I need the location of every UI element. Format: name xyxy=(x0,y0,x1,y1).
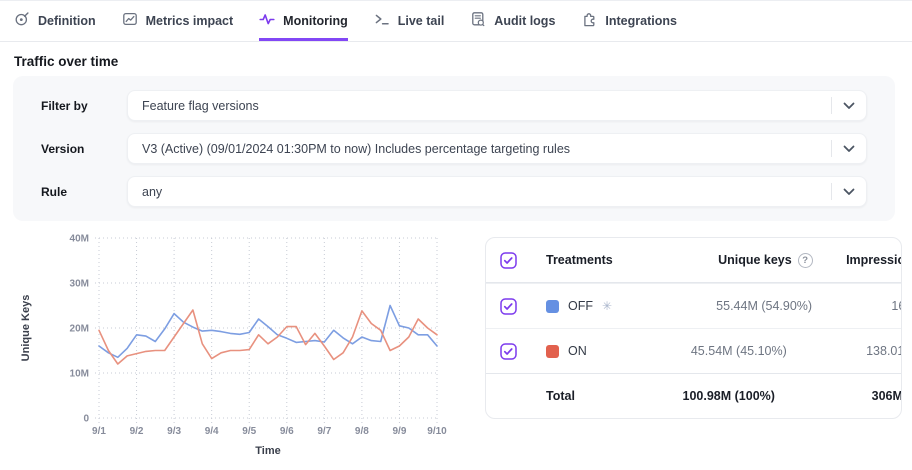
chart-box-icon xyxy=(122,11,138,32)
svg-text:Time: Time xyxy=(255,445,280,457)
svg-text:Unique Keys: Unique Keys xyxy=(20,295,32,362)
svg-text:9/2: 9/2 xyxy=(130,426,144,437)
tab-label: Definition xyxy=(38,14,96,28)
series-off-line xyxy=(98,304,438,359)
select-divider xyxy=(831,97,832,114)
page-title: Traffic over time xyxy=(14,54,119,69)
svg-text:0: 0 xyxy=(83,414,89,425)
select-divider xyxy=(831,183,832,200)
total-unique-keys: 100.98M (100%) xyxy=(682,389,775,403)
version-value: V3 (Active) (09/01/2024 01:30PM to now) … xyxy=(142,141,571,156)
filter-panel: Filter by Feature flag versions Version … xyxy=(13,76,895,221)
series-on-line xyxy=(98,309,438,365)
puzzle-icon xyxy=(581,11,597,32)
total-impressions: 306M xyxy=(871,389,902,403)
on-unique-keys: 45.54M (45.10%) xyxy=(690,344,787,358)
document-search-icon xyxy=(470,11,486,32)
off-impressions: 167.99M xyxy=(891,299,901,313)
treatments-column-header: Treatments xyxy=(546,253,613,267)
svg-text:9/7: 9/7 xyxy=(317,426,331,437)
tab-bar: Definition Metrics impact Monitoring Liv… xyxy=(0,0,912,42)
treatment-on: ON xyxy=(546,344,587,358)
chevron-down-icon xyxy=(832,145,866,153)
tab-label: Metrics impact xyxy=(145,14,234,28)
tab-metrics-impact[interactable]: Metrics impact xyxy=(122,1,234,41)
filter-by-value: Feature flag versions xyxy=(142,98,259,113)
svg-text:9/6: 9/6 xyxy=(280,426,294,437)
filter-row-rule: Rule any xyxy=(41,176,867,207)
chevron-down-icon xyxy=(832,188,866,196)
monitoring-content: 0 10M 20M 30M 40M 9/1 9/2 9/3 9/4 9/5 9/6 9/7 9/8 9/9… xyxy=(16,229,904,466)
table-row-on: ON 45.54M (45.10%) 138.01M xyxy=(486,328,901,373)
on-row-checkbox[interactable] xyxy=(500,342,546,360)
help-icon[interactable]: ? xyxy=(797,252,813,268)
svg-text:9/9: 9/9 xyxy=(392,426,406,437)
svg-text:9/1: 9/1 xyxy=(92,426,106,437)
svg-text:9/4: 9/4 xyxy=(205,426,219,437)
terminal-prompt-icon xyxy=(374,11,390,32)
tab-audit-logs[interactable]: Audit logs xyxy=(470,1,555,41)
version-select[interactable]: V3 (Active) (09/01/2024 01:30PM to now) … xyxy=(127,133,867,164)
default-treatment-snowflake-icon: ✳ xyxy=(602,299,613,313)
rule-value: any xyxy=(142,184,163,199)
target-pen-icon xyxy=(14,11,30,32)
svg-text:9/3: 9/3 xyxy=(167,426,181,437)
filter-by-select[interactable]: Feature flag versions xyxy=(127,90,867,121)
on-impressions: 138.01M xyxy=(866,344,901,358)
treatment-off: OFF ✳ xyxy=(546,299,612,313)
off-row-checkbox[interactable] xyxy=(500,297,546,315)
svg-text:20M: 20M xyxy=(70,324,89,335)
tab-label: Integrations xyxy=(605,14,677,28)
svg-text:9/10: 9/10 xyxy=(427,426,447,437)
treatments-table-header: Treatments Unique keys ? Impressions ? xyxy=(486,238,901,283)
rule-label: Rule xyxy=(41,184,68,199)
rule-select[interactable]: any xyxy=(127,176,867,207)
pulse-icon xyxy=(259,11,275,32)
tab-live-tail[interactable]: Live tail xyxy=(374,1,445,41)
impressions-column-header: Impressions ? xyxy=(846,253,901,267)
svg-text:30M: 30M xyxy=(70,279,89,290)
tab-monitoring[interactable]: Monitoring xyxy=(259,1,348,41)
traffic-chart: 0 10M 20M 30M 40M 9/1 9/2 9/3 9/4 9/5 9/6 9/7 9/8 9/9… xyxy=(20,234,447,458)
svg-text:10M: 10M xyxy=(70,369,89,380)
traffic-chart-wrap: 0 10M 20M 30M 40M 9/1 9/2 9/3 9/4 9/5 9/6 9/7 9/8 9/9… xyxy=(16,229,471,466)
select-all-checkbox[interactable] xyxy=(500,251,546,269)
off-swatch xyxy=(546,299,559,313)
svg-text:9/8: 9/8 xyxy=(355,426,369,437)
tab-label: Monitoring xyxy=(283,14,348,28)
filter-by-label: Filter by xyxy=(41,98,88,113)
svg-text:40M: 40M xyxy=(70,234,89,245)
unique-keys-column-header: Unique keys ? xyxy=(613,252,813,268)
off-unique-keys: 55.44M (54.90%) xyxy=(716,299,813,313)
on-swatch xyxy=(546,344,559,358)
svg-text:9/5: 9/5 xyxy=(242,426,256,437)
tab-label: Live tail xyxy=(397,14,445,28)
filter-row-version: Version V3 (Active) (09/01/2024 01:30PM … xyxy=(41,133,867,164)
version-label: Version xyxy=(41,141,85,156)
table-row-off: OFF ✳ 55.44M (54.90%) 167.99M xyxy=(486,283,901,328)
chevron-down-icon xyxy=(832,102,866,110)
tab-integrations[interactable]: Integrations xyxy=(581,1,677,41)
table-row-total: Total 100.98M (100%) 306M xyxy=(486,373,901,418)
filter-row-filter-by: Filter by Feature flag versions xyxy=(41,90,867,121)
tab-label: Audit logs xyxy=(494,14,556,28)
tab-definition[interactable]: Definition xyxy=(14,1,96,41)
total-label: Total xyxy=(546,389,575,403)
treatments-table: Treatments Unique keys ? Impressions ? O… xyxy=(485,237,902,419)
select-divider xyxy=(831,140,832,157)
